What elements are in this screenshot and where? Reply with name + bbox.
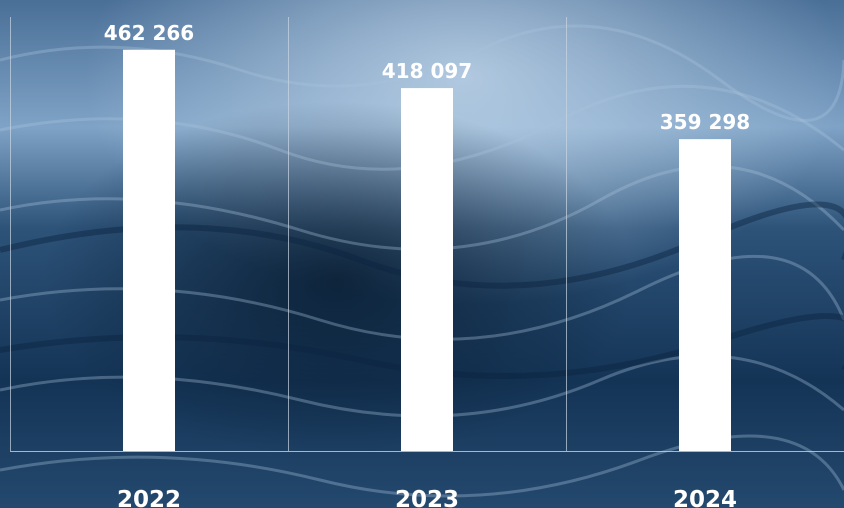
bar-2022 [123,49,175,451]
bar-2023 [401,88,453,452]
value-label-2023: 418 097 [382,59,472,83]
value-label-2024: 359 298 [660,110,750,134]
category-label-2024: 2024 [673,487,737,508]
category-label-2022: 2022 [117,487,181,508]
category-label-2023: 2023 [395,487,459,508]
value-label-2022: 462 266 [104,21,194,45]
bar-2024 [679,139,731,451]
